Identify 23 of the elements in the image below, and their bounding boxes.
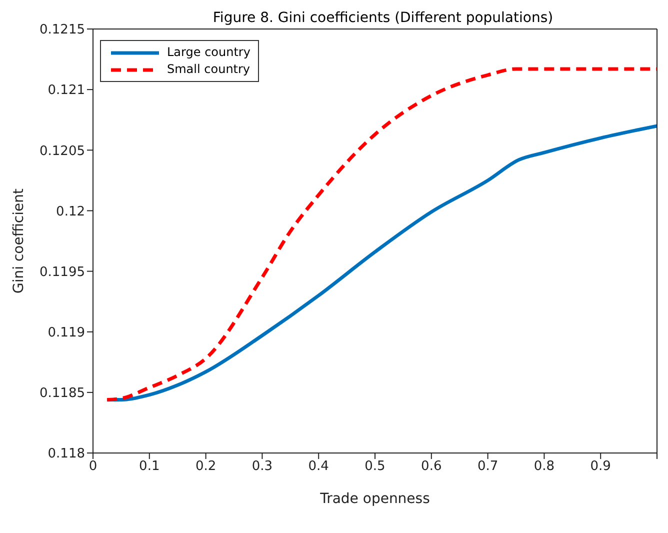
x-tick-label: 0.4 [308, 459, 329, 474]
chart-title: Figure 8. Gini coefficients (Different populations) [212, 10, 554, 26]
x-tick-label: 0 [88, 459, 98, 474]
x-tick-label: 0.2 [195, 459, 216, 474]
y-tick-label: 0.1195 [40, 264, 85, 280]
y-tick-label: 0.12 [56, 204, 85, 220]
y-tick-label: 0.1185 [40, 386, 85, 402]
x-tick-label: 0.5 [364, 459, 386, 474]
y-axis-title: Gini coefficient [10, 188, 27, 294]
legend-label: Large country [167, 44, 250, 61]
x-tick-label: 0.3 [252, 459, 273, 474]
x-tick-label: 0.7 [477, 459, 498, 474]
x-axis-title: Trade openness [319, 491, 430, 507]
y-tick-label: 0.121 [48, 83, 85, 98]
x-tick-label: 0.1 [139, 459, 160, 474]
legend-label: Small country [167, 61, 250, 78]
x-tick-label: 0.8 [534, 459, 555, 474]
x-tick-label: 0.9 [590, 459, 611, 474]
y-tick-label: 0.119 [48, 325, 85, 340]
x-tick-label: 0.6 [421, 459, 442, 474]
y-tick-label: 0.1215 [40, 22, 85, 38]
y-tick-label: 0.118 [48, 446, 85, 462]
y-tick-label: 0.1205 [40, 144, 85, 159]
